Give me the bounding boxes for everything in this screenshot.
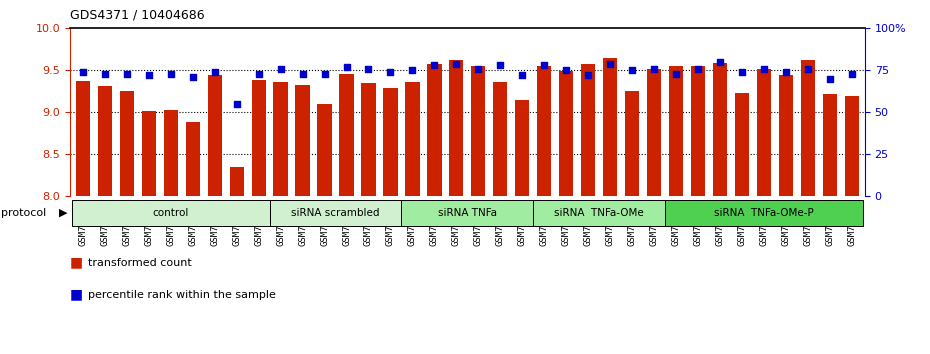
Bar bbox=[339, 74, 353, 196]
Bar bbox=[449, 60, 463, 196]
Text: transformed count: transformed count bbox=[88, 258, 193, 268]
Bar bbox=[402, 200, 533, 226]
Bar bbox=[515, 100, 529, 196]
Bar bbox=[427, 64, 442, 196]
Bar bbox=[778, 75, 793, 196]
Bar bbox=[603, 58, 618, 196]
Point bbox=[625, 68, 640, 73]
Point bbox=[778, 69, 793, 75]
Point bbox=[580, 73, 595, 78]
Bar bbox=[559, 71, 573, 196]
Bar bbox=[383, 88, 398, 196]
Bar bbox=[207, 75, 222, 196]
Bar bbox=[691, 66, 705, 196]
Bar bbox=[537, 66, 551, 196]
Point bbox=[230, 101, 245, 107]
Text: percentile rank within the sample: percentile rank within the sample bbox=[88, 290, 276, 299]
Bar bbox=[823, 94, 837, 196]
Text: ■: ■ bbox=[70, 287, 83, 302]
Point bbox=[383, 69, 398, 75]
Point bbox=[98, 71, 113, 76]
Text: GDS4371 / 10404686: GDS4371 / 10404686 bbox=[70, 8, 205, 21]
Point bbox=[822, 76, 837, 81]
Bar bbox=[317, 104, 332, 196]
Point bbox=[493, 62, 508, 68]
Bar bbox=[493, 82, 508, 196]
Bar bbox=[296, 85, 310, 196]
Bar bbox=[735, 93, 749, 196]
Bar bbox=[270, 200, 402, 226]
Text: protocol: protocol bbox=[1, 208, 46, 218]
Point bbox=[646, 66, 661, 72]
Point bbox=[559, 68, 574, 73]
Point bbox=[251, 71, 266, 76]
Bar bbox=[98, 86, 112, 196]
Bar bbox=[581, 64, 595, 196]
Bar bbox=[669, 66, 684, 196]
Point bbox=[295, 71, 310, 76]
Point bbox=[735, 69, 750, 75]
Point bbox=[207, 69, 222, 75]
Point bbox=[515, 73, 530, 78]
Text: ▶: ▶ bbox=[59, 208, 67, 218]
Text: ■: ■ bbox=[70, 256, 83, 270]
Bar bbox=[251, 80, 266, 196]
Bar bbox=[72, 200, 270, 226]
Bar bbox=[533, 200, 665, 226]
Bar bbox=[186, 122, 200, 196]
Text: siRNA TNFa: siRNA TNFa bbox=[438, 208, 497, 218]
Bar bbox=[141, 111, 156, 196]
Point bbox=[141, 73, 156, 78]
Point bbox=[361, 66, 376, 72]
Bar bbox=[75, 81, 90, 196]
Bar bbox=[164, 110, 178, 196]
Bar bbox=[844, 96, 859, 196]
Bar bbox=[801, 60, 815, 196]
Point bbox=[119, 71, 134, 76]
Text: siRNA scrambled: siRNA scrambled bbox=[291, 208, 379, 218]
Point bbox=[427, 62, 442, 68]
Point bbox=[405, 68, 419, 73]
Point bbox=[75, 69, 90, 75]
Point bbox=[273, 66, 288, 72]
Bar bbox=[647, 69, 661, 196]
Point bbox=[712, 59, 727, 65]
Point bbox=[690, 66, 705, 72]
Text: siRNA  TNFa-OMe: siRNA TNFa-OMe bbox=[554, 208, 644, 218]
Bar bbox=[712, 63, 727, 196]
Point bbox=[801, 66, 816, 72]
Point bbox=[756, 66, 771, 72]
Bar bbox=[273, 82, 287, 196]
Point bbox=[339, 64, 354, 70]
Point bbox=[185, 74, 200, 80]
Point bbox=[844, 71, 859, 76]
Bar bbox=[625, 91, 639, 196]
Bar bbox=[120, 91, 134, 196]
Text: siRNA  TNFa-OMe-P: siRNA TNFa-OMe-P bbox=[714, 208, 814, 218]
Bar bbox=[757, 69, 771, 196]
Point bbox=[603, 61, 618, 67]
Point bbox=[449, 61, 464, 67]
Bar bbox=[472, 66, 485, 196]
Point bbox=[317, 71, 332, 76]
Point bbox=[471, 66, 485, 72]
Bar bbox=[405, 82, 419, 196]
Point bbox=[537, 62, 551, 68]
Point bbox=[669, 71, 684, 76]
Bar bbox=[230, 167, 244, 196]
Text: control: control bbox=[153, 208, 189, 218]
Bar bbox=[362, 83, 376, 196]
Bar bbox=[665, 200, 863, 226]
Point bbox=[164, 71, 179, 76]
